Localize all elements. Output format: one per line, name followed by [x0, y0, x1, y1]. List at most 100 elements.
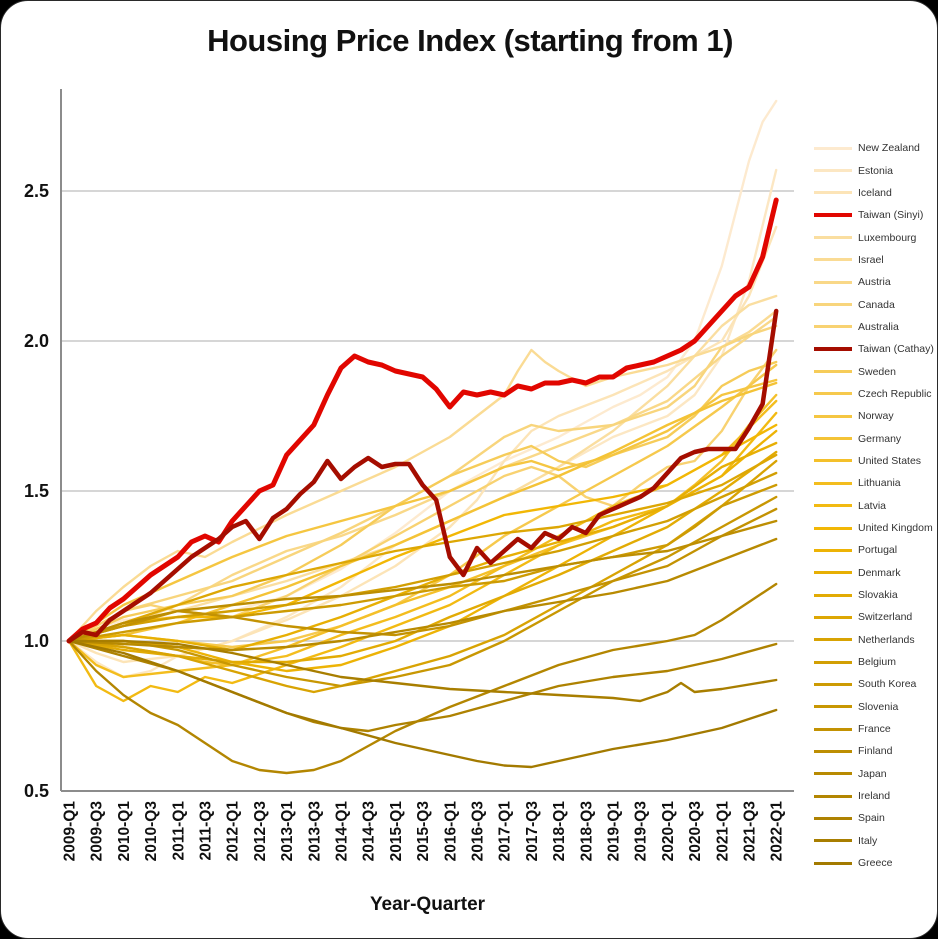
legend-color-swatch: [814, 169, 852, 173]
legend-item: Netherlands: [814, 629, 934, 651]
legend-item: New Zealand: [814, 137, 934, 159]
legend-label: Australia: [858, 320, 899, 333]
x-tick-label: 2020-Q3: [687, 801, 704, 862]
legend-label: Estonia: [858, 164, 894, 177]
series-line-iceland: [67, 225, 778, 664]
legend-item: Israel: [814, 249, 934, 271]
series-line-south-korea: [67, 483, 778, 643]
x-tick-label: 2018-Q1: [551, 801, 568, 862]
legend-item: Canada: [814, 293, 934, 315]
legend-color-swatch: [814, 414, 852, 418]
series-line-greece: [67, 639, 778, 769]
legend-color-swatch: [814, 794, 852, 798]
legend-label: United States: [858, 454, 922, 467]
y-tick-label: 2.0: [24, 331, 49, 351]
legend-color-swatch: [814, 191, 852, 195]
legend-item: Belgium: [814, 651, 934, 673]
legend-item: Japan: [814, 763, 934, 785]
x-tick-label: 2021-Q1: [714, 801, 731, 862]
legend-item: South Korea: [814, 673, 934, 695]
legend-item: Greece: [814, 852, 934, 874]
legend-color-swatch: [814, 548, 852, 552]
y-tick-label: 0.5: [24, 781, 49, 801]
legend-item: Germany: [814, 427, 934, 449]
x-tick-label: 2009-Q1: [62, 801, 79, 862]
legend-label: Luxembourg: [858, 231, 917, 244]
legend-color-swatch: [814, 347, 852, 352]
legend-color-swatch: [814, 861, 852, 865]
series-line-ireland: [67, 582, 778, 775]
x-tick-label: 2017-Q1: [497, 801, 514, 862]
legend-label: Greece: [858, 857, 893, 870]
series-line-latvia: [67, 411, 778, 703]
legend-color-swatch: [814, 258, 852, 262]
legend-label: Italy: [858, 834, 878, 847]
legend-label: Iceland: [858, 186, 892, 199]
legend-label: Norway: [858, 410, 894, 423]
x-tick-label: 2011-Q1: [170, 801, 187, 861]
x-tick-label: 2012-Q3: [252, 801, 269, 862]
x-tick-label: 2016-Q3: [470, 801, 487, 862]
x-tick-label: 2013-Q3: [306, 801, 323, 862]
legend-color-swatch: [814, 236, 852, 240]
legend-label: Sweden: [858, 365, 896, 378]
legend-label: Netherlands: [858, 633, 915, 646]
legend-label: Taiwan (Sinyi): [858, 209, 924, 222]
x-tick-label: 2010-Q1: [116, 801, 133, 862]
series-line-netherlands: [67, 459, 778, 694]
legend-label: Austria: [858, 276, 891, 289]
series-line-denmark: [67, 441, 778, 652]
x-tick-label: 2017-Q3: [524, 801, 541, 862]
legend-item: Czech Republic: [814, 383, 934, 405]
legend-label: Lithuania: [858, 477, 901, 490]
legend-label: Japan: [858, 767, 887, 780]
series-line-japan: [67, 537, 778, 652]
legend-color-swatch: [814, 392, 852, 396]
x-axis-title: Year-Quarter: [369, 894, 486, 915]
legend-label: New Zealand: [858, 142, 920, 155]
series-line-italy: [67, 639, 778, 703]
series-line-belgium: [67, 471, 778, 643]
legend-item: Slovenia: [814, 696, 934, 718]
legend-color-swatch: [814, 727, 852, 731]
legend-color-swatch: [814, 303, 852, 307]
legend-color-swatch: [814, 705, 852, 709]
x-tick-label: 2009-Q3: [89, 801, 106, 862]
legend-color-swatch: [814, 615, 852, 619]
legend-label: Switzerland: [858, 611, 913, 624]
legend-color-swatch: [814, 638, 852, 642]
series-line-austria: [67, 315, 778, 643]
x-tick-label: 2014-Q1: [334, 801, 351, 862]
legend-color-swatch: [814, 816, 852, 820]
x-tick-label: 2013-Q1: [279, 801, 296, 862]
legend-color-swatch: [814, 593, 852, 597]
legend-item: Luxembourg: [814, 226, 934, 248]
series-line-finland: [67, 519, 778, 643]
legend-label: Slovakia: [858, 589, 898, 602]
x-tick-label: 2012-Q1: [225, 801, 242, 862]
legend-color-swatch: [814, 213, 852, 218]
legend-item: Norway: [814, 405, 934, 427]
legend-item: Denmark: [814, 562, 934, 584]
legend-color-swatch: [814, 749, 852, 753]
legend-label: South Korea: [858, 678, 917, 691]
series-line-taiwan-cathay-: [66, 308, 779, 644]
x-tick-label: 2015-Q1: [388, 801, 405, 862]
legend-color-swatch: [814, 660, 852, 664]
x-tick-label: 2022-Q1: [769, 801, 786, 862]
series-line-slovakia: [67, 450, 778, 664]
x-tick-label: 2014-Q3: [361, 801, 378, 862]
legend-label: Ireland: [858, 790, 891, 803]
legend-item: Taiwan (Cathay): [814, 338, 934, 360]
legend-item: Austria: [814, 271, 934, 293]
legend-item: Lithuania: [814, 472, 934, 494]
legend: New Zealand Estonia Iceland Taiwan (Sinyi) L…: [814, 137, 934, 874]
series-line-switzerland: [67, 453, 778, 643]
legend-color-swatch: [814, 772, 852, 776]
legend-label: Latvia: [858, 499, 887, 512]
x-tick-label: 2019-Q3: [633, 801, 650, 862]
y-tick-label: 2.5: [24, 181, 49, 201]
legend-color-swatch: [814, 325, 852, 329]
